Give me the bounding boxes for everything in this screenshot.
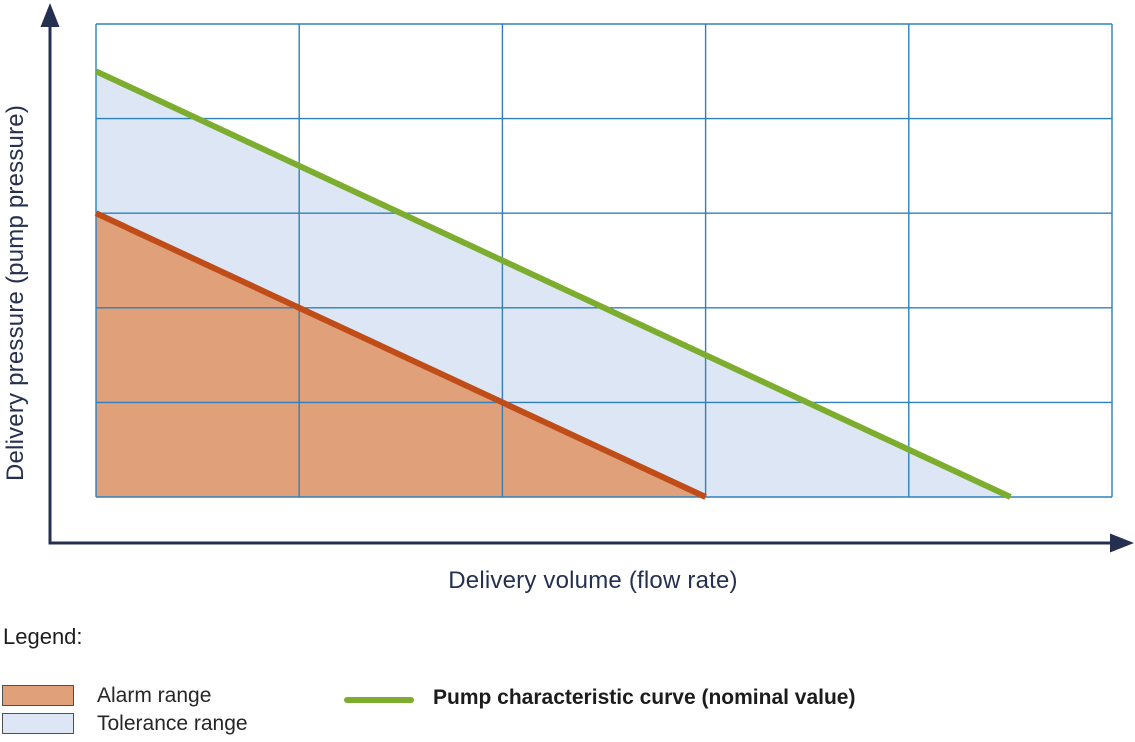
y-axis-arrowhead-icon <box>40 3 60 27</box>
y-axis-label: Delivery pressure (pump pressure) <box>2 105 29 481</box>
x-axis-label: Delivery volume (flow rate) <box>448 567 737 594</box>
alarm-range-swatch <box>2 685 74 706</box>
tolerance-range-swatch <box>2 713 74 734</box>
pump-curve-label: Pump characteristic curve (nominal value… <box>433 686 856 709</box>
pump-characteristic-curve-line <box>94 68 1012 500</box>
pump-curve-chart: Delivery volume (flow rate) Delivery pre… <box>2 3 1134 594</box>
pump-curve-line-swatch <box>344 697 414 703</box>
chart-gridlines <box>95 23 1113 498</box>
x-axis-arrowhead-icon <box>1110 533 1134 553</box>
legend-title: Legend: <box>3 624 83 649</box>
alarm-range-label: Alarm range <box>97 684 212 707</box>
tolerance-range-label: Tolerance range <box>97 712 248 735</box>
chart-series-lines <box>94 68 1012 500</box>
axes <box>40 3 1134 553</box>
alarm-range-boundary-line <box>94 210 707 500</box>
